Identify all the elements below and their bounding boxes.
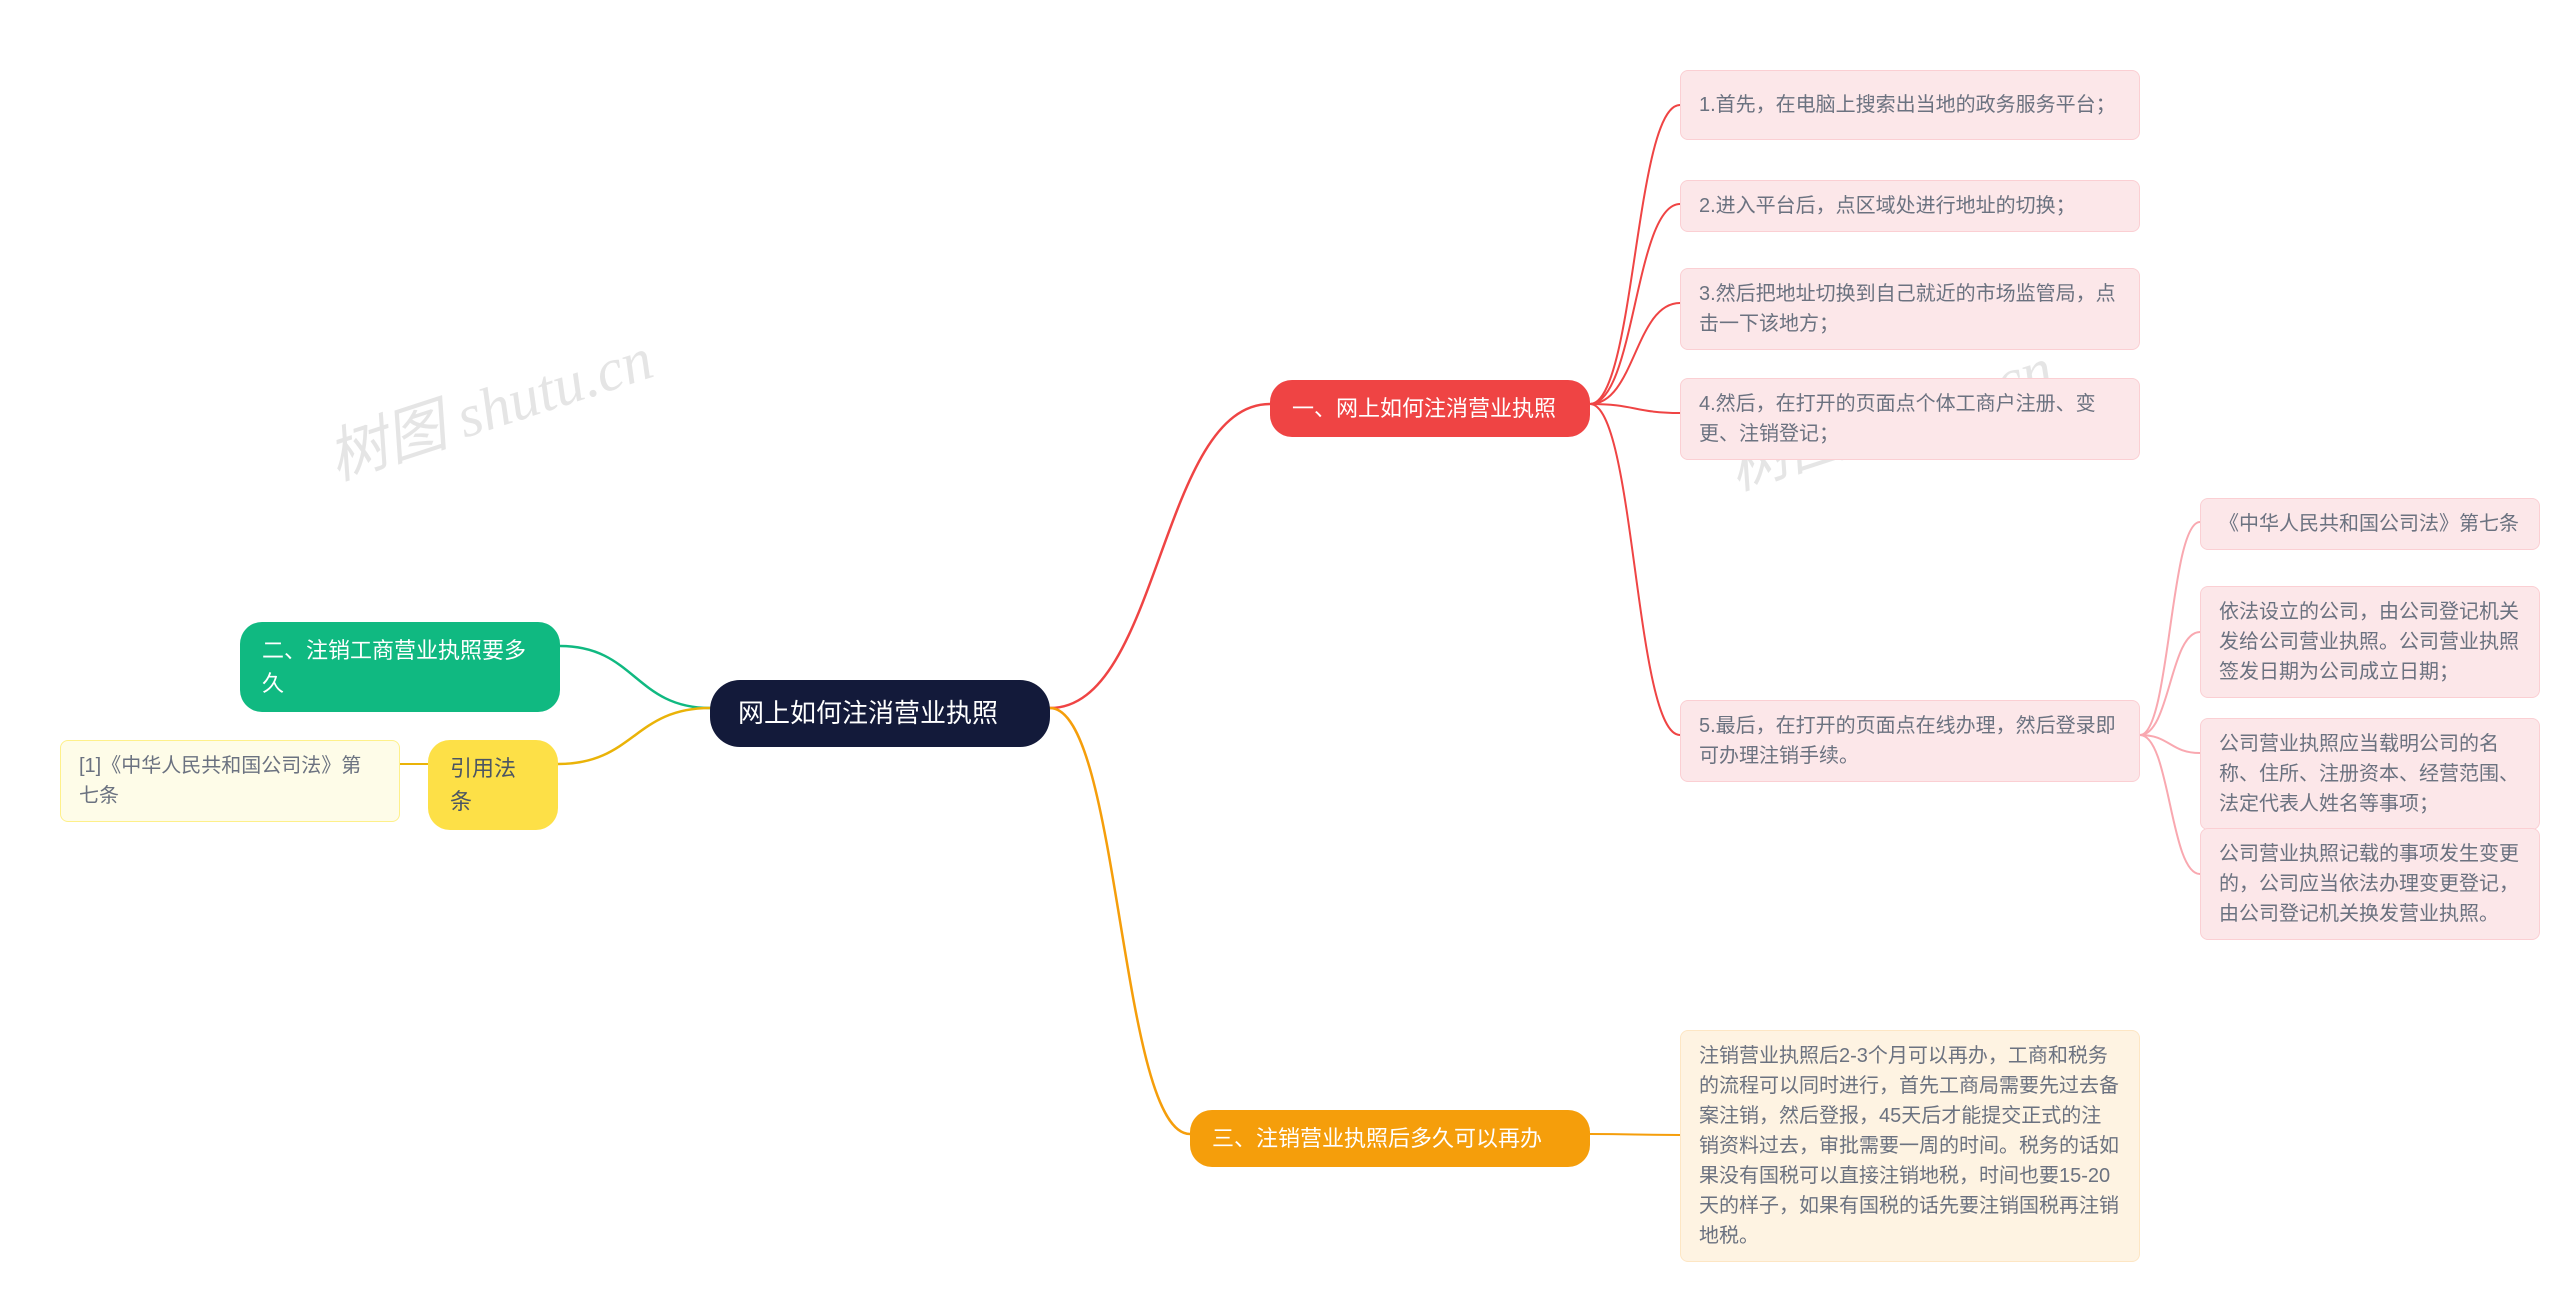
branch-1-leaf-3: 3.然后把地址切换到自己就近的市场监管局，点击一下该地方； <box>1680 268 2140 350</box>
branch-4-leaf: [1]《中华人民共和国公司法》第七条 <box>60 740 400 822</box>
root-node: 网上如何注消营业执照 <box>710 680 1050 747</box>
watermark: 树图 shutu.cn <box>315 310 662 497</box>
branch-3: 三、注销营业执照后多久可以再办 <box>1190 1110 1590 1167</box>
branch-1-leaf-5-sub-4: 公司营业执照记载的事项发生变更的，公司应当依法办理变更登记，由公司登记机关换发营… <box>2200 828 2540 940</box>
branch-1-leaf-4: 4.然后，在打开的页面点个体工商户注册、变更、注销登记； <box>1680 378 2140 460</box>
branch-1-leaf-5-sub-3: 公司营业执照应当载明公司的名称、住所、注册资本、经营范围、法定代表人姓名等事项； <box>2200 718 2540 830</box>
branch-1-leaf-5: 5.最后，在打开的页面点在线办理，然后登录即可办理注销手续。 <box>1680 700 2140 782</box>
branch-1: 一、网上如何注消营业执照 <box>1270 380 1590 437</box>
branch-1-leaf-5-sub-2: 依法设立的公司，由公司登记机关发给公司营业执照。公司营业执照签发日期为公司成立日… <box>2200 586 2540 698</box>
branch-2: 二、注销工商营业执照要多久 <box>240 622 560 712</box>
branch-3-leaf: 注销营业执照后2-3个月可以再办，工商和税务的流程可以同时进行，首先工商局需要先… <box>1680 1030 2140 1262</box>
branch-1-leaf-5-sub-1: 《中华人民共和国公司法》第七条 <box>2200 498 2540 550</box>
branch-1-leaf-2: 2.进入平台后，点区域处进行地址的切换； <box>1680 180 2140 232</box>
branch-4: 引用法条 <box>428 740 558 830</box>
branch-1-leaf-1: 1.首先，在电脑上搜索出当地的政务服务平台； <box>1680 70 2140 140</box>
